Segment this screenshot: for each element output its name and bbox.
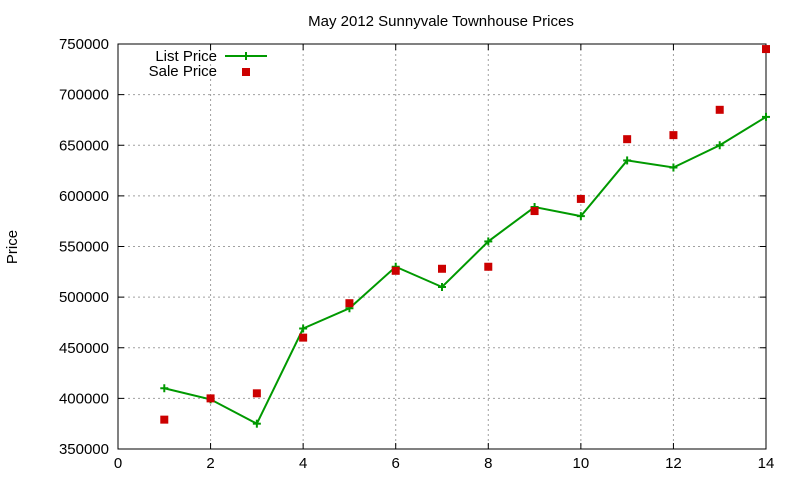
y-tick-label: 450000 (59, 340, 109, 357)
sale-price-point (345, 299, 353, 307)
axes: 0 2 4 6 8 10 12 14 350000 400000 450000 500000 55000… (59, 36, 774, 472)
sale-price-point (484, 263, 492, 271)
sale-price-point (207, 394, 215, 402)
list-price-line (164, 117, 766, 424)
series (160, 45, 770, 428)
sale-price-point (716, 106, 724, 114)
sale-price-point (253, 389, 261, 397)
sale-price-point (623, 135, 631, 143)
x-tick-label: 0 (114, 455, 122, 472)
y-tick-label: 550000 (59, 239, 109, 256)
y-tick-label: 700000 (59, 87, 109, 104)
x-tick-label: 6 (392, 455, 400, 472)
x-tick-label: 4 (299, 455, 307, 472)
list-price-point (253, 420, 261, 428)
y-tick-label: 750000 (59, 36, 109, 53)
sale-price-point (392, 267, 400, 275)
x-tick-label: 8 (484, 455, 492, 472)
sale-price-point (160, 416, 168, 424)
x-tick-label: 10 (573, 455, 590, 472)
sale-price-point (577, 195, 585, 203)
legend-label-sale-price: Sale Price (149, 63, 217, 80)
list-price-point (669, 164, 677, 172)
y-tick-label: 500000 (59, 289, 109, 306)
sale-price-point (531, 207, 539, 215)
list-price-point (299, 325, 307, 333)
sale-price-point (299, 334, 307, 342)
grid (118, 44, 766, 449)
chart-title: May 2012 Sunnyvale Townhouse Prices (308, 13, 574, 30)
y-tick-label: 350000 (59, 441, 109, 458)
x-tick-label: 14 (758, 455, 775, 472)
legend-swatch-sale-marker (242, 68, 250, 76)
sale-price-point (762, 45, 770, 53)
sale-price-point (438, 265, 446, 273)
y-tick-label: 400000 (59, 390, 109, 407)
x-tick-label: 12 (665, 455, 682, 472)
y-tick-label: 650000 (59, 137, 109, 154)
sale-price-point (669, 131, 677, 139)
y-tick-label: 600000 (59, 188, 109, 205)
x-tick-label: 2 (206, 455, 214, 472)
list-price-point (160, 384, 168, 392)
y-axis-label: Price (4, 230, 21, 264)
